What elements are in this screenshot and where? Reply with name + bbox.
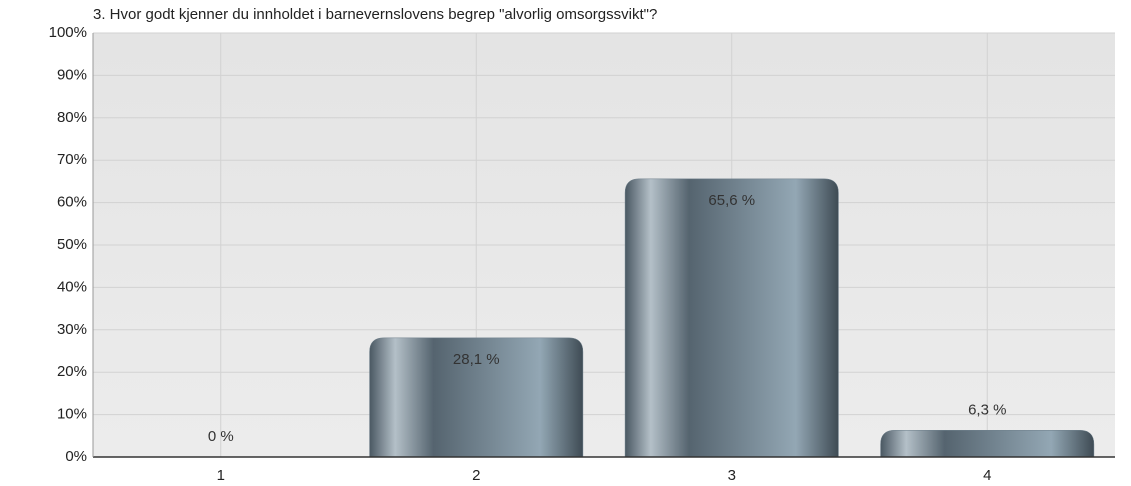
y-tick-label: 70% bbox=[57, 151, 87, 168]
value-label: 6,3 % bbox=[968, 401, 1006, 418]
x-tick-label: 4 bbox=[983, 467, 991, 484]
bar bbox=[369, 337, 584, 458]
value-label: 65,6 % bbox=[708, 192, 755, 209]
y-tick-label: 50% bbox=[57, 236, 87, 253]
value-label: 28,1 % bbox=[453, 351, 500, 368]
chart-title: 3. Hvor godt kjenner du innholdet i barn… bbox=[93, 6, 657, 23]
y-tick-label: 10% bbox=[57, 406, 87, 423]
y-tick-label: 20% bbox=[57, 363, 87, 380]
y-tick-label: 100% bbox=[49, 24, 87, 41]
x-tick-label: 3 bbox=[728, 467, 736, 484]
y-tick-label: 30% bbox=[57, 321, 87, 338]
y-tick-label: 0% bbox=[65, 448, 87, 465]
x-tick-label: 1 bbox=[217, 467, 225, 484]
y-tick-label: 40% bbox=[57, 278, 87, 295]
bar bbox=[624, 178, 839, 458]
y-tick-label: 90% bbox=[57, 66, 87, 83]
y-tick-label: 60% bbox=[57, 194, 87, 211]
x-tick-label: 2 bbox=[472, 467, 480, 484]
y-tick-label: 80% bbox=[57, 109, 87, 126]
bar bbox=[880, 430, 1095, 458]
value-label: 0 % bbox=[208, 428, 234, 445]
